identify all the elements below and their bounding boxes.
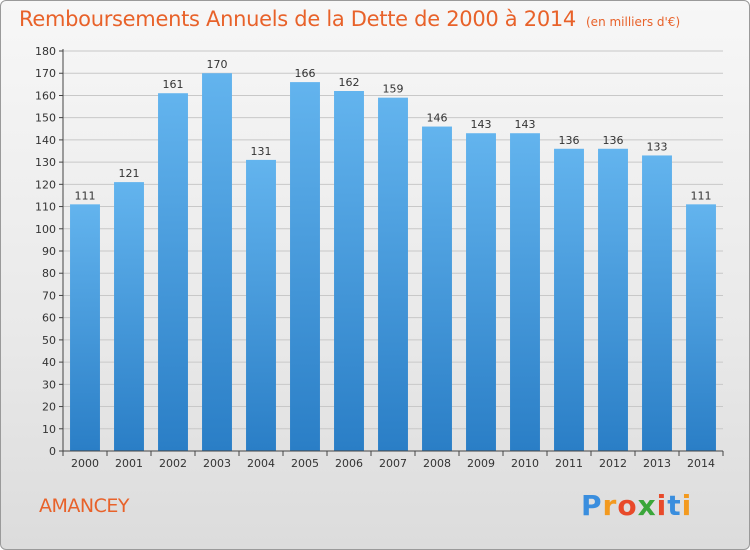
logo-letter: o bbox=[617, 489, 638, 522]
logo-letter: i bbox=[681, 489, 693, 522]
value-label-2012: 136 bbox=[603, 134, 624, 147]
bars bbox=[70, 73, 716, 452]
x-tick-label-2013: 2013 bbox=[643, 457, 671, 470]
value-label-2013: 133 bbox=[647, 140, 668, 153]
x-tick-label-2012: 2012 bbox=[599, 457, 627, 470]
y-tick-label: 120 bbox=[35, 178, 56, 191]
logo-letter: r bbox=[602, 489, 618, 522]
value-label-2001: 121 bbox=[119, 167, 140, 180]
x-tick-label-2008: 2008 bbox=[423, 457, 451, 470]
x-tick-label-2004: 2004 bbox=[247, 457, 275, 470]
bar-2006 bbox=[334, 91, 364, 451]
y-tick-label: 50 bbox=[42, 334, 56, 347]
bar-2005 bbox=[290, 82, 320, 451]
y-tick-label: 10 bbox=[42, 423, 56, 436]
logo-letter: x bbox=[637, 489, 657, 522]
x-tick-label-2009: 2009 bbox=[467, 457, 495, 470]
bar-2012 bbox=[598, 148, 628, 451]
bar-2001 bbox=[114, 182, 144, 451]
bar-2008 bbox=[422, 126, 452, 452]
bar-2002 bbox=[158, 93, 188, 451]
value-label-2003: 170 bbox=[207, 58, 228, 71]
value-label-2000: 111 bbox=[75, 189, 96, 202]
y-tick-label: 130 bbox=[35, 156, 56, 169]
axes bbox=[59, 49, 724, 456]
labels: 0 10 20 30 40 50 60 70 80 90 100 110 120 130 140 150 160… bbox=[35, 45, 715, 470]
bar-2007 bbox=[378, 97, 408, 452]
y-tick-label: 60 bbox=[42, 312, 56, 325]
bar-2010 bbox=[510, 133, 540, 451]
value-label-2014: 111 bbox=[691, 189, 712, 202]
value-label-2008: 146 bbox=[427, 112, 448, 125]
y-tick-label: 150 bbox=[35, 112, 56, 125]
y-tick-label: 160 bbox=[35, 89, 56, 102]
chart-unit-note: (en milliers d'€) bbox=[586, 15, 681, 29]
bar-2009 bbox=[466, 133, 496, 451]
value-label-2010: 143 bbox=[515, 118, 536, 131]
value-label-2009: 143 bbox=[471, 118, 492, 131]
y-tick-label: 40 bbox=[42, 356, 56, 369]
bar-2014 bbox=[686, 204, 716, 451]
x-tick-label-2001: 2001 bbox=[115, 457, 143, 470]
value-label-2007: 159 bbox=[383, 83, 404, 96]
bar-2011 bbox=[554, 148, 584, 451]
x-tick-label-2003: 2003 bbox=[203, 457, 231, 470]
x-tick-label-2011: 2011 bbox=[555, 457, 583, 470]
y-tick-label: 90 bbox=[42, 245, 56, 258]
bar-2000 bbox=[70, 204, 100, 451]
bar-2003 bbox=[202, 73, 232, 451]
y-tick-label: 30 bbox=[42, 378, 56, 391]
y-tick-label: 180 bbox=[35, 45, 56, 58]
x-tick-label-2002: 2002 bbox=[159, 457, 187, 470]
logo-letter: P bbox=[581, 489, 603, 522]
x-tick-label-2014: 2014 bbox=[687, 457, 715, 470]
value-label-2005: 166 bbox=[295, 67, 316, 80]
proxiti-logo: Proxiti bbox=[581, 489, 692, 522]
value-label-2004: 131 bbox=[251, 145, 272, 158]
y-tick-label: 70 bbox=[42, 289, 56, 302]
value-label-2011: 136 bbox=[559, 134, 580, 147]
commune-name: AMANCEY bbox=[39, 495, 129, 517]
y-tick-label: 0 bbox=[49, 445, 56, 458]
x-tick-label-2007: 2007 bbox=[379, 457, 407, 470]
y-tick-label: 100 bbox=[35, 223, 56, 236]
value-label-2002: 161 bbox=[163, 78, 184, 91]
y-tick-label: 140 bbox=[35, 134, 56, 147]
y-tick-label: 170 bbox=[35, 67, 56, 80]
chart-title: Remboursements Annuels de la Dette de 20… bbox=[19, 7, 680, 31]
x-tick-label-2005: 2005 bbox=[291, 457, 319, 470]
logo-letter: i bbox=[656, 489, 668, 522]
y-tick-label: 80 bbox=[42, 267, 56, 280]
bar-2004 bbox=[246, 159, 276, 451]
y-tick-label: 20 bbox=[42, 401, 56, 414]
x-tick-label-2006: 2006 bbox=[335, 457, 363, 470]
bar-2013 bbox=[642, 155, 672, 451]
value-label-2006: 162 bbox=[339, 76, 360, 89]
chart-title-text: Remboursements Annuels de la Dette de 20… bbox=[19, 7, 576, 31]
logo-letter: t bbox=[667, 489, 682, 522]
y-tick-label: 110 bbox=[35, 201, 56, 214]
x-tick-label-2000: 2000 bbox=[71, 457, 99, 470]
x-tick-label-2010: 2010 bbox=[511, 457, 539, 470]
